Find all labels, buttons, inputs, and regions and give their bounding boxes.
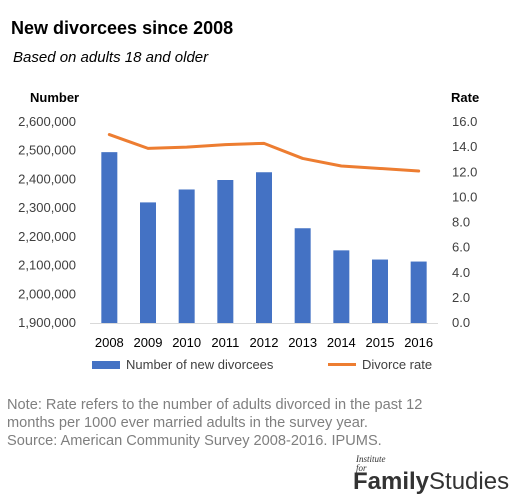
y2-tick-label: 0.0: [452, 315, 470, 330]
y-tick-label: 2,500,000: [18, 143, 76, 158]
y2-tick-label: 4.0: [452, 265, 470, 280]
x-tick-label: 2011: [211, 335, 239, 350]
legend-swatch-bar: [92, 360, 120, 369]
x-tick-label: 2013: [288, 335, 317, 350]
ifs-logo: Institute for FamilyStudies: [353, 454, 513, 498]
x-tick-label: 2016: [404, 335, 433, 350]
source-line: Source: American Community Survey 2008-2…: [7, 433, 382, 449]
bar: [372, 259, 388, 323]
y2-axis-title: Rate: [451, 90, 480, 105]
x-tick-label: 2015: [366, 335, 395, 350]
bar: [333, 250, 350, 323]
y2-tick-label: 2.0: [452, 290, 470, 305]
rate-line: [107, 133, 421, 173]
y-axis-title: Number: [30, 90, 80, 105]
legend-swatch-line: [328, 363, 356, 366]
legend-label-line: Divorce rate: [362, 357, 433, 372]
y2-tick-label: 14.0: [452, 139, 477, 154]
y-tick-label: 2,300,000: [18, 200, 76, 215]
chart-title: New divorcees since 2008: [11, 18, 234, 38]
y-tick-label: 1,900,000: [18, 315, 76, 330]
logo-word-studies: Studies: [429, 468, 510, 495]
note-line-2: months per 1000 ever married adults in t…: [7, 415, 368, 431]
chart-subtitle: Based on adults 18 and older: [13, 49, 209, 66]
legend-label-bar: Number of new divorcees: [126, 357, 274, 372]
x-tick-label: 2008: [95, 335, 124, 350]
y2-tick-label: 8.0: [452, 215, 470, 230]
y-tick-label: 2,000,000: [18, 286, 76, 301]
bar: [256, 172, 272, 323]
x-tick-label: 2010: [172, 335, 201, 350]
y-tick-label: 2,600,000: [18, 114, 76, 129]
y-tick-label: 2,100,000: [18, 258, 76, 273]
bar: [217, 180, 234, 323]
x-tick-label: 2012: [250, 335, 279, 350]
logo-big-text: FamilyStudies: [353, 468, 509, 496]
bar: [294, 228, 311, 323]
bar: [140, 202, 156, 323]
y2-tick-label: 12.0: [452, 164, 477, 179]
x-tick-label: 2009: [134, 335, 163, 350]
y-tick-label: 2,400,000: [18, 171, 76, 186]
combo-chart: 1,900,000 2,000,000 2,100,000 2,200,000 2,30…: [18, 114, 477, 350]
x-tick-label: 2014: [327, 335, 356, 350]
y-tick-label: 2,200,000: [18, 229, 76, 244]
y2-tick-label: 6.0: [452, 240, 470, 255]
bar: [178, 189, 195, 323]
bar: [410, 261, 427, 323]
legend-item-bar: Number of new divorcees: [92, 357, 273, 372]
y2-tick-label: 16.0: [452, 114, 477, 129]
logo-small-text: Institute for: [356, 454, 386, 473]
logo-word-family: Family: [353, 468, 430, 495]
note-line-1: Note: Rate refers to the number of adult…: [7, 397, 423, 413]
bar: [101, 152, 118, 323]
legend-item-line: Divorce rate: [328, 357, 432, 372]
y2-tick-label: 10.0: [452, 189, 477, 204]
chart-notes: Note: Rate refers to the number of adult…: [7, 396, 512, 450]
